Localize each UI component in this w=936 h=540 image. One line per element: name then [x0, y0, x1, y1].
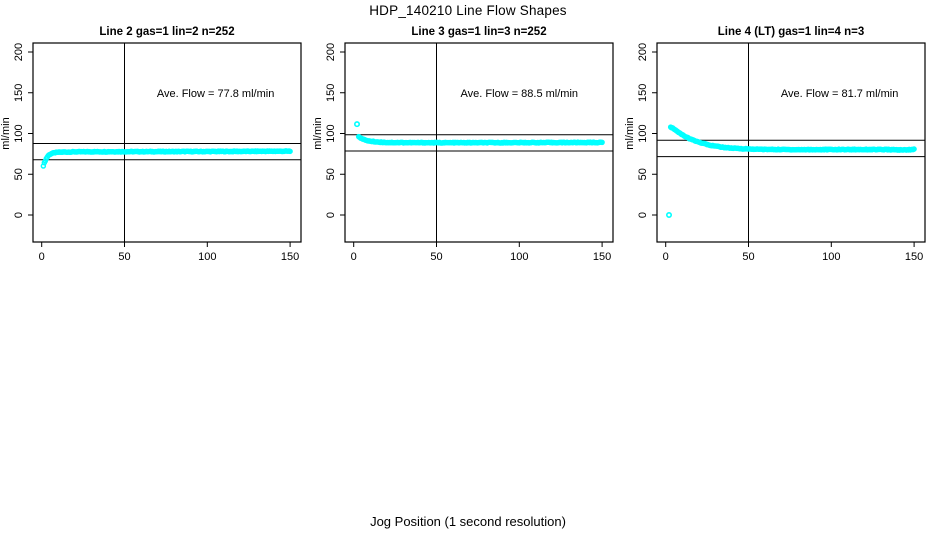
panel-title: Line 2 gas=1 lin=2 n=252: [99, 26, 234, 38]
x-tick-label: 150: [905, 251, 923, 263]
y-tick-label: 50: [13, 168, 25, 180]
x-tick-label: 50: [742, 251, 754, 263]
x-tick-label: 100: [198, 251, 216, 263]
y-tick-label: 100: [325, 124, 337, 142]
chart-svg: Line 3 gas=1 lin=3 n=252 0 50 100 150 0 50 100 1…: [312, 26, 614, 263]
x-tick-label: 0: [351, 251, 357, 263]
x-tick-label: 0: [663, 251, 669, 263]
y-tick-label: 150: [325, 84, 337, 102]
y-tick-label: 200: [325, 43, 337, 61]
y-tick-label: 150: [13, 84, 25, 102]
y-tick-label: 0: [325, 212, 337, 218]
x-tick-label: 100: [822, 251, 840, 263]
plot-box: [344, 42, 614, 243]
y-tick-label: 100: [637, 124, 649, 142]
x-tick-label: 100: [510, 251, 528, 263]
y-axis-label: ml/min: [0, 117, 12, 149]
y-tick-label: 50: [325, 168, 337, 180]
data-point: [599, 139, 605, 146]
y-tick-label: 0: [13, 212, 25, 218]
outlier-point: [354, 121, 361, 128]
ave-flow-annotation: Ave. Flow = 81.7 ml/min: [781, 88, 898, 100]
y-tick-label: 150: [637, 84, 649, 102]
data-point: [911, 146, 917, 152]
panel-title: Line 3 gas=1 lin=3 n=252: [411, 26, 546, 38]
x-tick-label: 50: [430, 251, 442, 263]
plot-box: [656, 42, 926, 243]
x-tick-label: 150: [281, 251, 299, 263]
data-point: [287, 148, 293, 155]
main-title: HDP_140210 Line Flow Shapes: [369, 3, 567, 18]
x-tick-label: 150: [593, 251, 611, 263]
x-axis-label: Jog Position (1 second resolution): [370, 514, 566, 529]
x-tick-label: 0: [39, 251, 45, 263]
panel-line4-chart: Line 4 (LT) gas=1 lin=4 n=3 0 50 100 150 0 50 1…: [624, 0, 936, 290]
panel-line2-chart: Line 2 gas=1 lin=2 n=252 0 50 100 150 0 50 100 1…: [0, 0, 312, 290]
y-axis-label: ml/min: [312, 117, 324, 149]
panel-title: Line 4 (LT) gas=1 lin=4 n=3: [718, 26, 864, 38]
panel-line3-chart: Line 3 gas=1 lin=3 n=252 0 50 100 150 0 50 100 1…: [312, 0, 624, 290]
y-tick-label: 0: [637, 212, 649, 218]
chart-svg: Line 4 (LT) gas=1 lin=4 n=3 0 50 100 150 0 50 1…: [624, 26, 926, 263]
chart-svg: Line 2 gas=1 lin=2 n=252 0 50 100 150 0 50 100 1…: [0, 26, 302, 263]
ave-flow-annotation: Ave. Flow = 77.8 ml/min: [157, 88, 274, 100]
y-tick-label: 100: [13, 124, 25, 142]
y-axis-label: ml/min: [624, 117, 636, 149]
y-tick-label: 200: [13, 43, 25, 61]
x-tick-label: 50: [118, 251, 130, 263]
ave-flow-annotation: Ave. Flow = 88.5 ml/min: [461, 88, 578, 100]
outlier-point: [666, 212, 673, 219]
y-tick-label: 200: [637, 43, 649, 61]
plot-box: [32, 42, 302, 243]
y-tick-label: 50: [637, 168, 649, 180]
